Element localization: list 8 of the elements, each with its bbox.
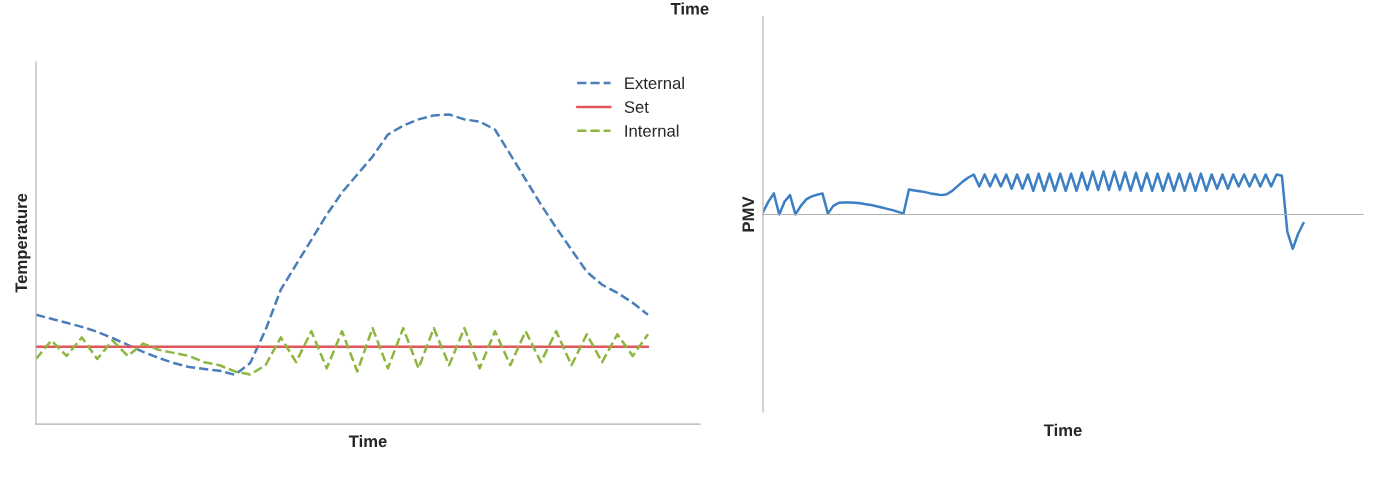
legend-label: External — [625, 76, 684, 90]
y-axis-title: PMV — [742, 196, 754, 232]
legend-label: Set — [624, 101, 649, 113]
legend-label: Internal — [625, 124, 679, 137]
y-axis-title: Temperature — [15, 193, 31, 293]
text: Time — [670, 2, 709, 15]
x-axis-title: Time — [1043, 423, 1082, 437]
x-axis-title: Time — [348, 434, 387, 448]
